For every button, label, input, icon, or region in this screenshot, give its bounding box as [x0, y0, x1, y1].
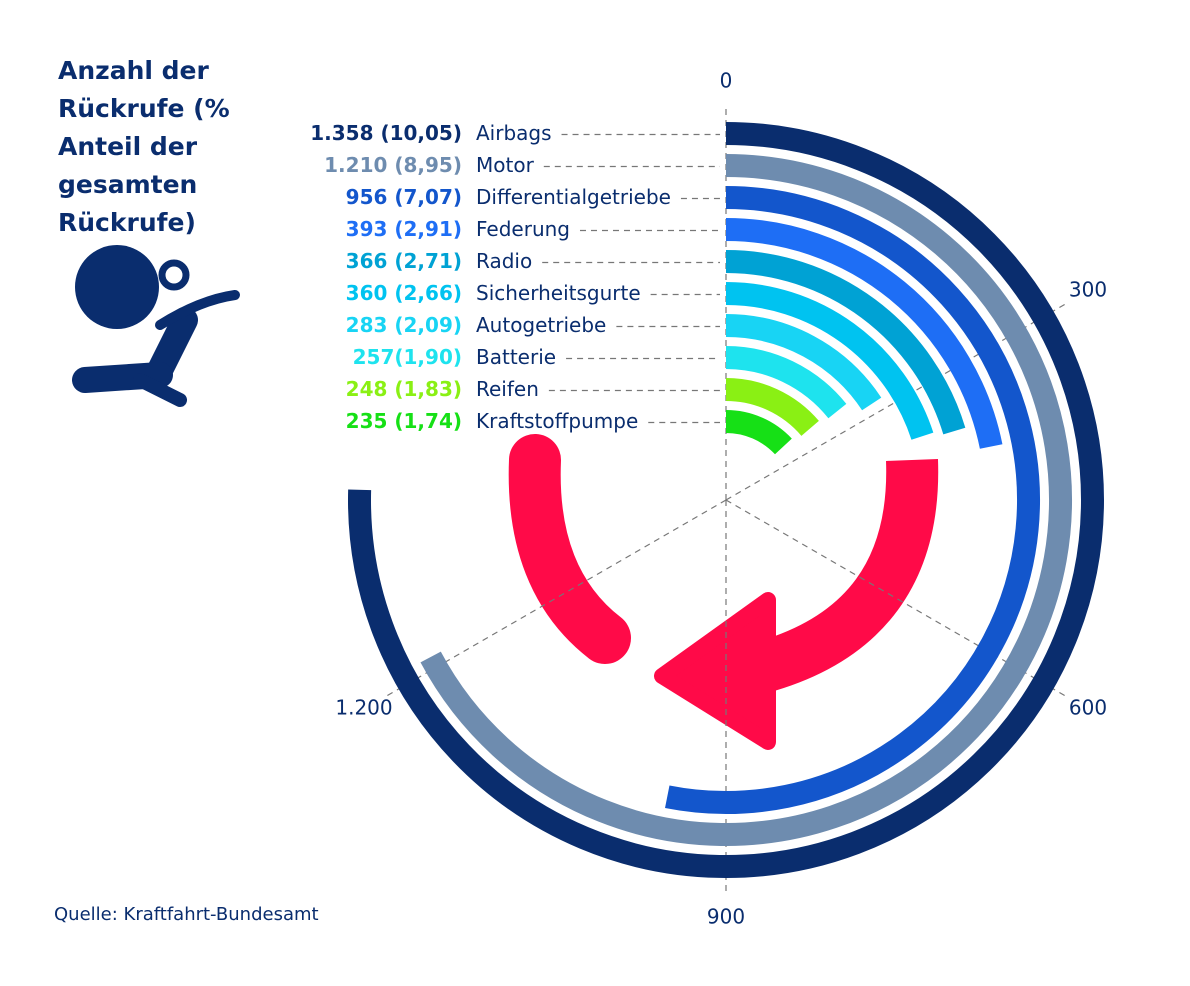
- value-label: 1.210 (8,95): [324, 153, 462, 177]
- bar: [725, 410, 792, 455]
- value-label: 235 (1,74): [346, 409, 462, 433]
- chart-title: Anzahl der Rückrufe (% Anteil der gesamt…: [58, 56, 230, 237]
- category-label: Kraftstoffpumpe: [476, 409, 638, 433]
- tick-label: 600: [1069, 696, 1107, 720]
- tick-label: 1.200: [335, 696, 392, 720]
- category-label: Motor: [476, 153, 535, 177]
- value-label: 257(1,90): [353, 345, 462, 369]
- source: Quelle: Kraftfahrt-Bundesamt: [54, 904, 319, 925]
- category-label: Autogetriebe: [476, 313, 606, 337]
- category-label: Reifen: [476, 377, 539, 401]
- bars: [348, 122, 1104, 878]
- category-label: Sicherheitsgurte: [476, 281, 641, 305]
- value-label: 248 (1,83): [346, 377, 462, 401]
- grid: 0 300 600 900 1.200: [335, 69, 1107, 929]
- bar: [725, 282, 934, 440]
- tick-label: 0: [720, 69, 733, 93]
- bar: [725, 378, 819, 437]
- value-label: 360 (2,66): [346, 281, 462, 305]
- category-label: Airbags: [476, 121, 552, 145]
- bar: [725, 314, 882, 411]
- bar: [725, 250, 966, 435]
- value-label: 393 (2,91): [346, 217, 462, 241]
- bar: [665, 186, 1040, 814]
- bar: [348, 122, 1104, 878]
- category-label: Differentialgetriebe: [476, 185, 671, 209]
- airbag-icon: [72, 245, 240, 407]
- category-label: Batterie: [476, 345, 556, 369]
- tick-label: 300: [1069, 278, 1107, 302]
- bar: [725, 346, 847, 419]
- value-label: 366 (2,71): [346, 249, 462, 273]
- value-label: 283 (2,09): [346, 313, 462, 337]
- category-label: Federung: [476, 217, 570, 241]
- value-label: 956 (7,07): [346, 185, 462, 209]
- category-label: Radio: [476, 249, 532, 273]
- bar: [725, 218, 1003, 449]
- tick-label: 900: [707, 905, 745, 929]
- value-label: 1.358 (10,05): [310, 121, 462, 145]
- bar: [420, 154, 1072, 846]
- rotation-arrow: [508, 434, 939, 750]
